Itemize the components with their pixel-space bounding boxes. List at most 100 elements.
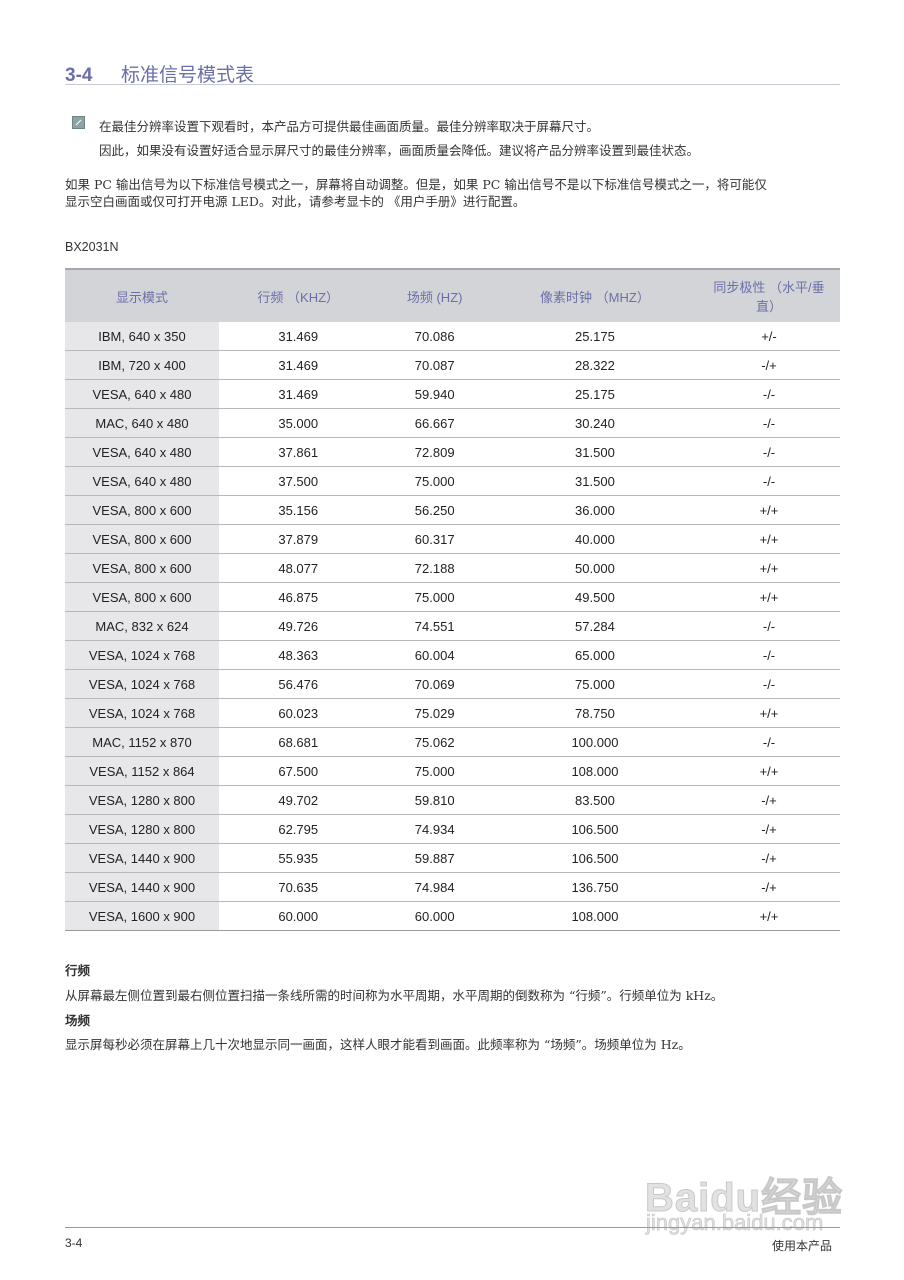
cell-v-freq: 72.188 <box>377 553 492 583</box>
cell-sync-polarity: -/+ <box>698 785 840 815</box>
cell-v-freq: 70.069 <box>377 669 492 699</box>
table-row: VESA, 640 x 480 31.469 59.940 25.175 -/- <box>65 379 840 409</box>
cell-pixel-clock: 31.500 <box>491 466 698 496</box>
cell-v-freq: 59.810 <box>377 785 492 815</box>
cell-sync-polarity: -/- <box>698 669 840 699</box>
cell-h-freq: 31.469 <box>219 322 378 351</box>
cell-v-freq: 72.809 <box>377 437 492 467</box>
cell-display-mode: VESA, 640 x 480 <box>65 437 219 467</box>
cell-sync-polarity: -/- <box>698 611 840 641</box>
cell-sync-polarity: -/- <box>698 466 840 496</box>
cell-h-freq: 68.681 <box>219 727 378 757</box>
table-header-row: 显示模式 行频 （KHZ） 场频 (HZ) 像素时钟 （MHZ） 同步极性 （水… <box>65 268 840 322</box>
intro-paragraph-line-2: 显示空白画面或仅可打开电源 LED。对此，请参考显卡的 《用户手册》进行配置。 <box>65 194 526 209</box>
cell-sync-polarity: -/+ <box>698 843 840 873</box>
header-display-mode: 显示模式 <box>65 268 219 322</box>
h-freq-description: 从屏幕最左侧位置到最右侧位置扫描一条线所需的时间称为水平周期，水平周期的倒数称为… <box>65 988 724 1003</box>
cell-v-freq: 60.000 <box>377 901 492 931</box>
cell-v-freq: 66.667 <box>377 408 492 438</box>
signal-mode-table: 显示模式 行频 （KHZ） 场频 (HZ) 像素时钟 （MHZ） 同步极性 （水… <box>65 268 840 931</box>
cell-h-freq: 55.935 <box>219 843 378 873</box>
cell-v-freq: 75.000 <box>377 582 492 612</box>
intro-paragraph-line-1: 如果 PC 输出信号为以下标准信号模式之一，屏幕将自动调整。但是，如果 PC 输… <box>65 177 767 192</box>
v-freq-heading: 场频 <box>65 1013 91 1028</box>
cell-display-mode: VESA, 1024 x 768 <box>65 640 219 670</box>
footer-chapter: 使用本产品 <box>772 1239 833 1253</box>
cell-display-mode: IBM, 640 x 350 <box>65 322 219 351</box>
table-row: VESA, 1600 x 900 60.000 60.000 108.000 +/+ <box>65 901 840 931</box>
table-row: VESA, 800 x 600 35.156 56.250 36.000 +/+ <box>65 495 840 525</box>
note-icon <box>72 116 85 129</box>
cell-pixel-clock: 106.500 <box>491 843 698 873</box>
v-freq-description: 显示屏每秒必须在屏幕上几十次地显示同一画面，这样人眼才能看到画面。此频率称为 “… <box>65 1037 691 1052</box>
cell-pixel-clock: 83.500 <box>491 785 698 815</box>
header-sync-polarity: 同步极性 （水平/垂直） <box>698 268 840 322</box>
cell-pixel-clock: 136.750 <box>491 872 698 902</box>
cell-display-mode: VESA, 1280 x 800 <box>65 785 219 815</box>
table-row: MAC, 832 x 624 49.726 74.551 57.284 -/- <box>65 611 840 641</box>
cell-sync-polarity: +/+ <box>698 524 840 554</box>
header-v-freq: 场频 (HZ) <box>377 268 492 322</box>
model-name: BX2031N <box>65 240 119 254</box>
cell-pixel-clock: 57.284 <box>491 611 698 641</box>
cell-pixel-clock: 49.500 <box>491 582 698 612</box>
cell-sync-polarity: +/+ <box>698 553 840 583</box>
cell-display-mode: VESA, 1024 x 768 <box>65 669 219 699</box>
cell-display-mode: IBM, 720 x 400 <box>65 350 219 380</box>
h-freq-heading: 行频 <box>65 963 91 978</box>
table-row: MAC, 1152 x 870 68.681 75.062 100.000 -/- <box>65 727 840 757</box>
watermark-logo: Baidu经验 <box>644 1176 844 1221</box>
note-line-2: 因此，如果没有设置好适合显示屏尺寸的最佳分辨率，画面质量会降低。建议将产品分辨率… <box>99 143 700 158</box>
cell-h-freq: 46.875 <box>219 582 378 612</box>
cell-display-mode: VESA, 1440 x 900 <box>65 872 219 902</box>
header-pixel-clock: 像素时钟 （MHZ） <box>491 268 698 322</box>
cell-h-freq: 49.702 <box>219 785 378 815</box>
section-title: 3-4 标准信号模式表 <box>65 60 254 87</box>
header-h-freq: 行频 （KHZ） <box>219 268 378 322</box>
cell-sync-polarity: -/+ <box>698 872 840 902</box>
cell-sync-polarity: +/+ <box>698 698 840 728</box>
table-row: VESA, 1024 x 768 56.476 70.069 75.000 -/- <box>65 669 840 699</box>
cell-pixel-clock: 108.000 <box>491 756 698 786</box>
cell-h-freq: 62.795 <box>219 814 378 844</box>
cell-display-mode: VESA, 800 x 600 <box>65 495 219 525</box>
table-row: VESA, 1440 x 900 55.935 59.887 106.500 -/+ <box>65 843 840 873</box>
cell-sync-polarity: +/- <box>698 322 840 351</box>
section-number: 3-4 <box>65 65 93 86</box>
cell-sync-polarity: -/- <box>698 379 840 409</box>
cell-v-freq: 70.086 <box>377 322 492 351</box>
cell-pixel-clock: 40.000 <box>491 524 698 554</box>
table-row: VESA, 800 x 600 46.875 75.000 49.500 +/+ <box>65 582 840 612</box>
table-body: IBM, 640 x 350 31.469 70.086 25.175 +/- IBM, … <box>65 322 840 931</box>
cell-display-mode: MAC, 1152 x 870 <box>65 727 219 757</box>
cell-display-mode: VESA, 640 x 480 <box>65 466 219 496</box>
cell-h-freq: 37.861 <box>219 437 378 467</box>
cell-display-mode: VESA, 800 x 600 <box>65 582 219 612</box>
cell-h-freq: 35.156 <box>219 495 378 525</box>
cell-display-mode: MAC, 640 x 480 <box>65 408 219 438</box>
cell-display-mode: VESA, 640 x 480 <box>65 379 219 409</box>
cell-sync-polarity: -/- <box>698 408 840 438</box>
cell-sync-polarity: -/- <box>698 727 840 757</box>
cell-v-freq: 56.250 <box>377 495 492 525</box>
cell-sync-polarity: -/+ <box>698 350 840 380</box>
cell-h-freq: 60.023 <box>219 698 378 728</box>
cell-v-freq: 59.887 <box>377 843 492 873</box>
cell-display-mode: VESA, 1440 x 900 <box>65 843 219 873</box>
cell-h-freq: 56.476 <box>219 669 378 699</box>
table-row: MAC, 640 x 480 35.000 66.667 30.240 -/- <box>65 408 840 438</box>
table-row: IBM, 720 x 400 31.469 70.087 28.322 -/+ <box>65 350 840 380</box>
cell-h-freq: 37.500 <box>219 466 378 496</box>
cell-display-mode: VESA, 800 x 600 <box>65 524 219 554</box>
cell-display-mode: VESA, 1024 x 768 <box>65 698 219 728</box>
cell-v-freq: 74.934 <box>377 814 492 844</box>
footer-divider <box>65 1227 840 1228</box>
cell-display-mode: VESA, 1600 x 900 <box>65 901 219 931</box>
section-title-text: 标准信号模式表 <box>121 65 255 86</box>
cell-h-freq: 35.000 <box>219 408 378 438</box>
watermark-url: jingyan.baidu.com <box>646 1210 824 1236</box>
cell-sync-polarity: -/- <box>698 640 840 670</box>
cell-pixel-clock: 36.000 <box>491 495 698 525</box>
cell-pixel-clock: 100.000 <box>491 727 698 757</box>
cell-v-freq: 60.317 <box>377 524 492 554</box>
